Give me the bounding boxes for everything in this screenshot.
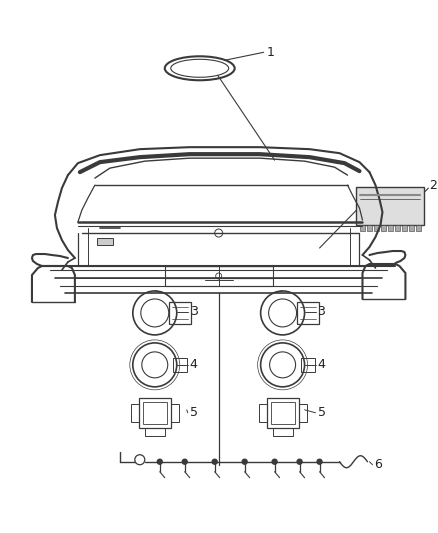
Bar: [271, 402, 295, 424]
Bar: [417, 225, 421, 231]
Bar: [272, 428, 293, 436]
Bar: [299, 404, 307, 422]
Text: 5: 5: [190, 406, 198, 419]
Bar: [389, 225, 393, 231]
Text: 3: 3: [318, 305, 325, 318]
Text: 1: 1: [267, 46, 275, 59]
Bar: [169, 302, 191, 324]
Bar: [131, 404, 139, 422]
Circle shape: [182, 459, 187, 464]
Bar: [396, 225, 400, 231]
Circle shape: [297, 459, 302, 464]
Bar: [381, 225, 386, 231]
Bar: [171, 404, 179, 422]
Bar: [297, 302, 318, 324]
Bar: [300, 358, 314, 372]
Circle shape: [157, 459, 162, 464]
Bar: [410, 225, 414, 231]
Circle shape: [317, 459, 322, 464]
Bar: [143, 402, 167, 424]
Text: 5: 5: [318, 406, 325, 419]
Bar: [97, 238, 113, 245]
Bar: [139, 398, 171, 428]
Bar: [258, 404, 267, 422]
Bar: [360, 225, 365, 231]
Text: 3: 3: [190, 305, 198, 318]
Circle shape: [242, 459, 247, 464]
Bar: [374, 225, 379, 231]
Bar: [145, 428, 165, 436]
Circle shape: [272, 459, 277, 464]
Text: 2: 2: [429, 179, 437, 192]
Bar: [403, 225, 407, 231]
Bar: [173, 358, 187, 372]
Bar: [267, 398, 299, 428]
Bar: [367, 225, 372, 231]
Bar: [357, 187, 424, 225]
Text: 4: 4: [318, 358, 325, 372]
Text: 6: 6: [374, 458, 382, 471]
Text: 4: 4: [190, 358, 198, 372]
Circle shape: [212, 459, 217, 464]
